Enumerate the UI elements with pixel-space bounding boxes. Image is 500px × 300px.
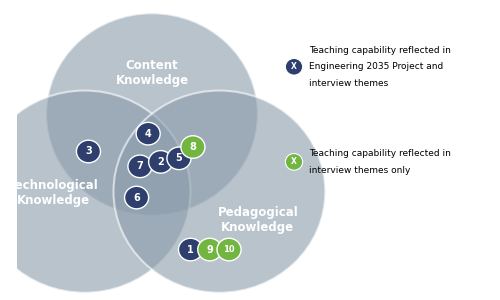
Text: Teaching capability reflected in: Teaching capability reflected in [310,46,452,55]
Text: Content
Knowledge: Content Knowledge [116,59,188,87]
Text: 8: 8 [190,142,196,152]
Text: Pedagogical
Knowledge: Pedagogical Knowledge [218,206,298,234]
Text: X: X [291,158,297,166]
Text: interview themes only: interview themes only [310,166,411,175]
Ellipse shape [124,186,148,209]
Ellipse shape [198,238,222,261]
Text: Engineering 2035 Project and: Engineering 2035 Project and [310,62,444,71]
Text: 4: 4 [145,129,152,139]
Text: 7: 7 [136,161,143,171]
Ellipse shape [136,122,160,145]
Ellipse shape [217,238,241,261]
Text: X: X [291,62,297,71]
Text: 2: 2 [158,157,164,167]
Ellipse shape [0,91,190,293]
Ellipse shape [286,58,302,75]
Ellipse shape [167,147,191,170]
Text: 1: 1 [187,244,194,255]
Ellipse shape [181,136,205,158]
Text: 6: 6 [133,193,140,202]
Text: Technological
Knowledge: Technological Knowledge [8,179,98,207]
Ellipse shape [128,155,152,178]
Text: Teaching capability reflected in: Teaching capability reflected in [310,149,452,158]
Ellipse shape [148,151,172,173]
Text: 9: 9 [206,244,213,255]
Text: interview themes: interview themes [310,79,388,88]
Text: 10: 10 [223,245,235,254]
Ellipse shape [286,154,302,170]
Ellipse shape [46,13,258,215]
Ellipse shape [178,238,203,261]
Ellipse shape [114,91,326,293]
Ellipse shape [76,140,100,163]
Text: 3: 3 [85,146,92,157]
Text: 5: 5 [176,153,182,163]
